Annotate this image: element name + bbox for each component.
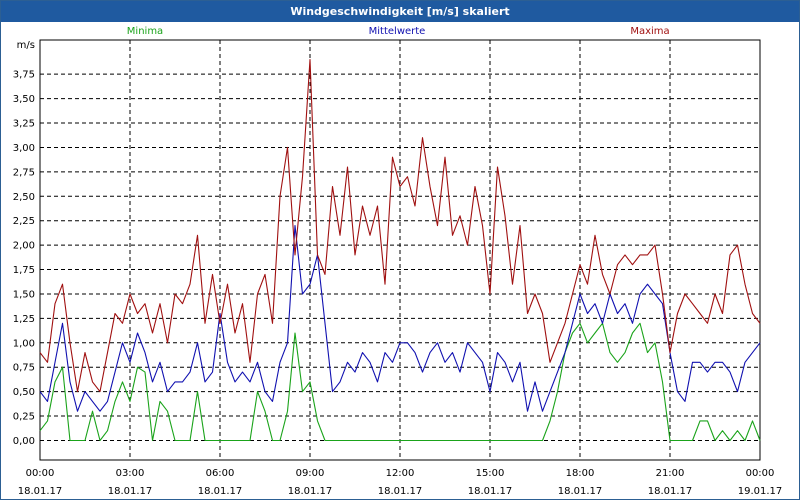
x-tick-date: 18.01.17 — [378, 486, 423, 497]
y-tick-label: 1,00 — [13, 338, 35, 349]
y-tick-label: 3,00 — [13, 143, 35, 154]
window-title: Windgeschwindigkeit [m/s] skaliert — [290, 5, 510, 18]
title-bar: Windgeschwindigkeit [m/s] skaliert — [1, 1, 799, 22]
x-tick-time: 09:00 — [296, 468, 325, 479]
series-line-mittelwerte — [39, 225, 761, 412]
x-tick-time: 06:00 — [206, 468, 235, 479]
x-tick-date: 18.01.17 — [558, 486, 603, 497]
y-tick-label: 0,00 — [13, 436, 35, 447]
x-tick-date: 18.01.17 — [288, 486, 333, 497]
y-tick-label: 2,50 — [13, 192, 35, 203]
legend-maxima: Maxima — [630, 26, 669, 37]
x-tick-time: 18:00 — [566, 468, 595, 479]
x-tick-time: 03:00 — [116, 468, 145, 479]
x-tick-time: 21:00 — [656, 468, 685, 479]
y-tick-label: 1,75 — [13, 265, 35, 276]
x-tick-date: 19.01.17 — [738, 486, 783, 497]
y-tick-label: 2,25 — [13, 216, 35, 227]
x-tick-date: 18.01.17 — [18, 486, 63, 497]
x-tick-date: 18.01.17 — [468, 486, 513, 497]
y-tick-label: 1,25 — [13, 314, 35, 325]
y-tick-label: 0,25 — [13, 412, 35, 423]
y-tick-label: 0,50 — [13, 387, 35, 398]
x-tick-time: 12:00 — [386, 468, 415, 479]
series-line-minima — [39, 322, 761, 442]
y-tick-label: 2,75 — [13, 167, 35, 178]
x-tick-time: 00:00 — [746, 468, 775, 479]
y-tick-label: 2,00 — [13, 241, 35, 252]
x-tick-time: 00:00 — [26, 468, 55, 479]
x-tick-date: 18.01.17 — [108, 486, 153, 497]
y-tick-label: 3,75 — [13, 70, 35, 81]
x-tick-date: 18.01.17 — [198, 486, 243, 497]
legend-minima: Minima — [127, 26, 163, 37]
y-tick-label: 3,25 — [13, 119, 35, 130]
y-tick-label: 0,75 — [13, 363, 35, 374]
x-tick-date: 18.01.17 — [648, 486, 693, 497]
y-tick-label: 1,50 — [13, 289, 35, 300]
x-tick-time: 15:00 — [476, 468, 505, 479]
y-axis-unit: m/s — [17, 40, 35, 51]
legend-mittelwerte: Mittelwerte — [369, 26, 426, 37]
y-tick-label: 3,50 — [13, 94, 35, 105]
series-line-maxima — [39, 58, 761, 393]
